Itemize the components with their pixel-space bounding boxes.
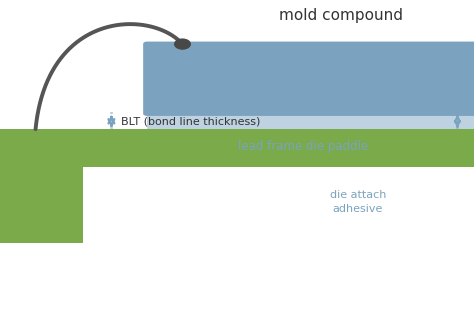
Bar	[0, 129, 83, 243]
Bar	[147, 129, 474, 167]
Text: BLT (bond line thickness): BLT (bond line thickness)	[121, 116, 260, 126]
Text: mold compound: mold compound	[279, 8, 403, 23]
Circle shape	[174, 38, 191, 50]
FancyBboxPatch shape	[143, 42, 474, 116]
Text: die attach
adhesive: die attach adhesive	[330, 190, 386, 214]
Text: die / IC: die / IC	[304, 71, 350, 84]
Bar	[147, 113, 474, 129]
Bar	[83, 129, 147, 167]
Text: lead frame die paddle: lead frame die paddle	[238, 140, 368, 153]
